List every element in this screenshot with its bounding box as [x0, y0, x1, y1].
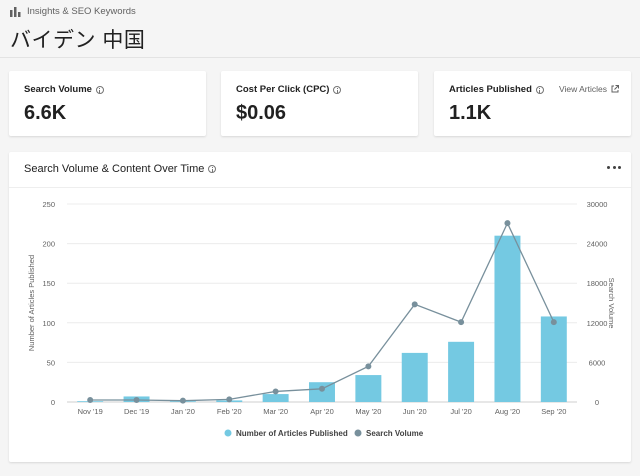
kpi-label: Articles Published — [449, 84, 532, 95]
external-link-icon — [611, 85, 619, 93]
search-volume-line — [90, 221, 555, 402]
kpi-label: Cost Per Click (CPC) — [236, 84, 330, 95]
legend-swatch-articles — [224, 429, 232, 437]
kpi-label-container: Cost Per Click (CPC) — [236, 84, 342, 95]
page-header: Insights & SEO Keywords バイデン 中国 — [0, 0, 640, 58]
x-tick-label: Nov '19 — [78, 407, 103, 416]
x-tick-label: Mar '20 — [263, 407, 288, 416]
chart-title-container: Search Volume & Content Over Time — [24, 163, 217, 175]
y-tick-label: 100 — [42, 319, 55, 328]
y-axis-title: Number of Articles Published — [27, 255, 36, 351]
legend-swatch-search-volume — [354, 429, 362, 437]
x-tick-label: Jul '20 — [450, 407, 471, 416]
legend-label-search-volume: Search Volume — [366, 429, 424, 438]
x-tick-label: Jun '20 — [403, 407, 427, 416]
line-point — [226, 396, 233, 403]
bar — [309, 382, 335, 402]
kpi-card-articles: Articles Published View Articles 1.1K — [434, 71, 631, 136]
bar — [448, 341, 475, 402]
bar — [355, 375, 382, 402]
y-tick-label: 200 — [42, 240, 55, 249]
x-tick-label: Dec '19 — [124, 407, 149, 416]
x-tick-label: Apr '20 — [310, 407, 334, 416]
line-point — [550, 319, 557, 326]
bar — [540, 316, 567, 402]
line-point — [272, 388, 279, 395]
line-point — [319, 385, 325, 392]
line-series — [87, 220, 557, 404]
bar — [262, 394, 289, 402]
y-right-tick-label: 18000 — [587, 279, 608, 288]
line-point — [365, 363, 372, 370]
kpi-value: 6.6K — [24, 102, 67, 124]
x-tick-label: Aug '20 — [495, 407, 520, 416]
y-tick-label: 250 — [42, 200, 55, 209]
axes: 0 50 100 150 200 250 0 6000 12000 18000 24000 30000… — [27, 200, 616, 416]
line-point — [179, 397, 186, 404]
line-point — [87, 397, 94, 404]
kpi-value: 1.1K — [449, 102, 492, 124]
breadcrumb: Insights & SEO Keywords — [10, 6, 136, 17]
y-tick-label: 150 — [42, 279, 55, 288]
bar — [401, 352, 428, 402]
y-right-tick-label: 24000 — [587, 240, 608, 249]
kpi-card-cpc: Cost Per Click (CPC) $0.06 — [221, 71, 418, 136]
chart-card: Search Volume & Content Over Time 0 50 100… — [9, 152, 631, 462]
line-point — [411, 301, 418, 308]
bar-chart-icon — [10, 6, 21, 17]
y-right-tick-label: 6000 — [589, 358, 606, 367]
y-tick-label: 50 — [47, 358, 55, 367]
breadcrumb-label[interactable]: Insights & SEO Keywords — [27, 6, 136, 17]
view-articles-label[interactable]: View Articles — [558, 84, 607, 94]
view-articles-link[interactable]: View Articles — [559, 84, 619, 94]
info-icon[interactable] — [535, 85, 544, 94]
y-right-axis-title: Search Volume — [607, 278, 616, 329]
line-point — [133, 397, 140, 404]
legend: Number of Articles Published Search Volum… — [224, 429, 424, 438]
y-right-tick-label: 30000 — [587, 200, 608, 209]
line-point — [504, 220, 511, 227]
chart-title: Search Volume & Content Over Time — [24, 163, 205, 175]
kpi-value: $0.06 — [236, 102, 287, 124]
page-title: バイデン 中国 — [10, 29, 146, 52]
x-tick-label: May '20 — [355, 407, 381, 416]
kpi-label-container: Search Volume — [24, 84, 104, 95]
x-tick-label: Feb '20 — [217, 407, 242, 416]
x-tick-label: Jan '20 — [171, 407, 195, 416]
more-options-icon[interactable] — [607, 162, 621, 172]
bar-series — [77, 235, 567, 402]
chart-divider — [9, 187, 631, 188]
info-icon[interactable] — [333, 85, 342, 94]
legend-label-articles: Number of Articles Published — [236, 429, 348, 438]
y-tick-label: 0 — [51, 398, 55, 407]
x-tick-label: Sep '20 — [541, 407, 566, 416]
info-icon[interactable] — [208, 165, 217, 173]
y-right-tick-label: 0 — [595, 398, 599, 407]
bar — [494, 235, 521, 402]
kpi-label-container: Articles Published — [449, 84, 544, 95]
kpi-card-search-volume: Search Volume 6.6K — [9, 71, 206, 136]
info-icon[interactable] — [95, 85, 104, 94]
y-right-tick-label: 12000 — [587, 319, 608, 328]
chart-svg: 0 50 100 150 200 250 0 6000 12000 18000 24000 30000… — [27, 200, 616, 438]
kpi-label: Search Volume — [24, 84, 92, 95]
line-point — [458, 319, 465, 326]
